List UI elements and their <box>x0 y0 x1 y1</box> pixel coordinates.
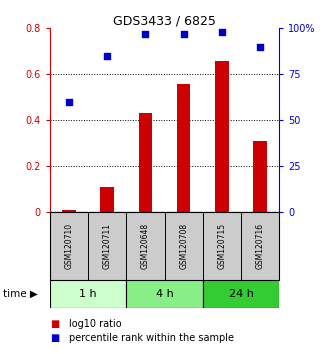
Bar <box>50 280 126 308</box>
Point <box>105 53 110 59</box>
Bar <box>254 141 267 212</box>
Text: GSM120710: GSM120710 <box>65 223 74 269</box>
Text: log10 ratio: log10 ratio <box>69 319 122 329</box>
Point <box>143 31 148 37</box>
Text: GSM120715: GSM120715 <box>217 223 226 269</box>
Point <box>181 31 186 37</box>
Text: GSM120648: GSM120648 <box>141 223 150 269</box>
Text: GSM120708: GSM120708 <box>179 223 188 269</box>
Text: GSM120716: GSM120716 <box>256 223 265 269</box>
Bar <box>100 187 114 212</box>
Text: 1 h: 1 h <box>79 289 97 299</box>
Bar <box>139 114 152 212</box>
Point <box>257 44 263 50</box>
Text: time ▶: time ▶ <box>3 289 38 299</box>
Point <box>219 29 224 35</box>
Text: percentile rank within the sample: percentile rank within the sample <box>69 333 234 343</box>
Bar <box>215 61 229 212</box>
Text: 24 h: 24 h <box>229 289 254 299</box>
Text: ■: ■ <box>50 319 59 329</box>
Bar <box>126 280 203 308</box>
Text: ■: ■ <box>50 333 59 343</box>
Text: GSM120711: GSM120711 <box>103 223 112 269</box>
Bar <box>177 84 190 212</box>
Title: GDS3433 / 6825: GDS3433 / 6825 <box>113 14 216 27</box>
Point <box>66 99 72 105</box>
Text: 4 h: 4 h <box>156 289 173 299</box>
Bar <box>62 210 75 212</box>
Bar <box>203 280 279 308</box>
